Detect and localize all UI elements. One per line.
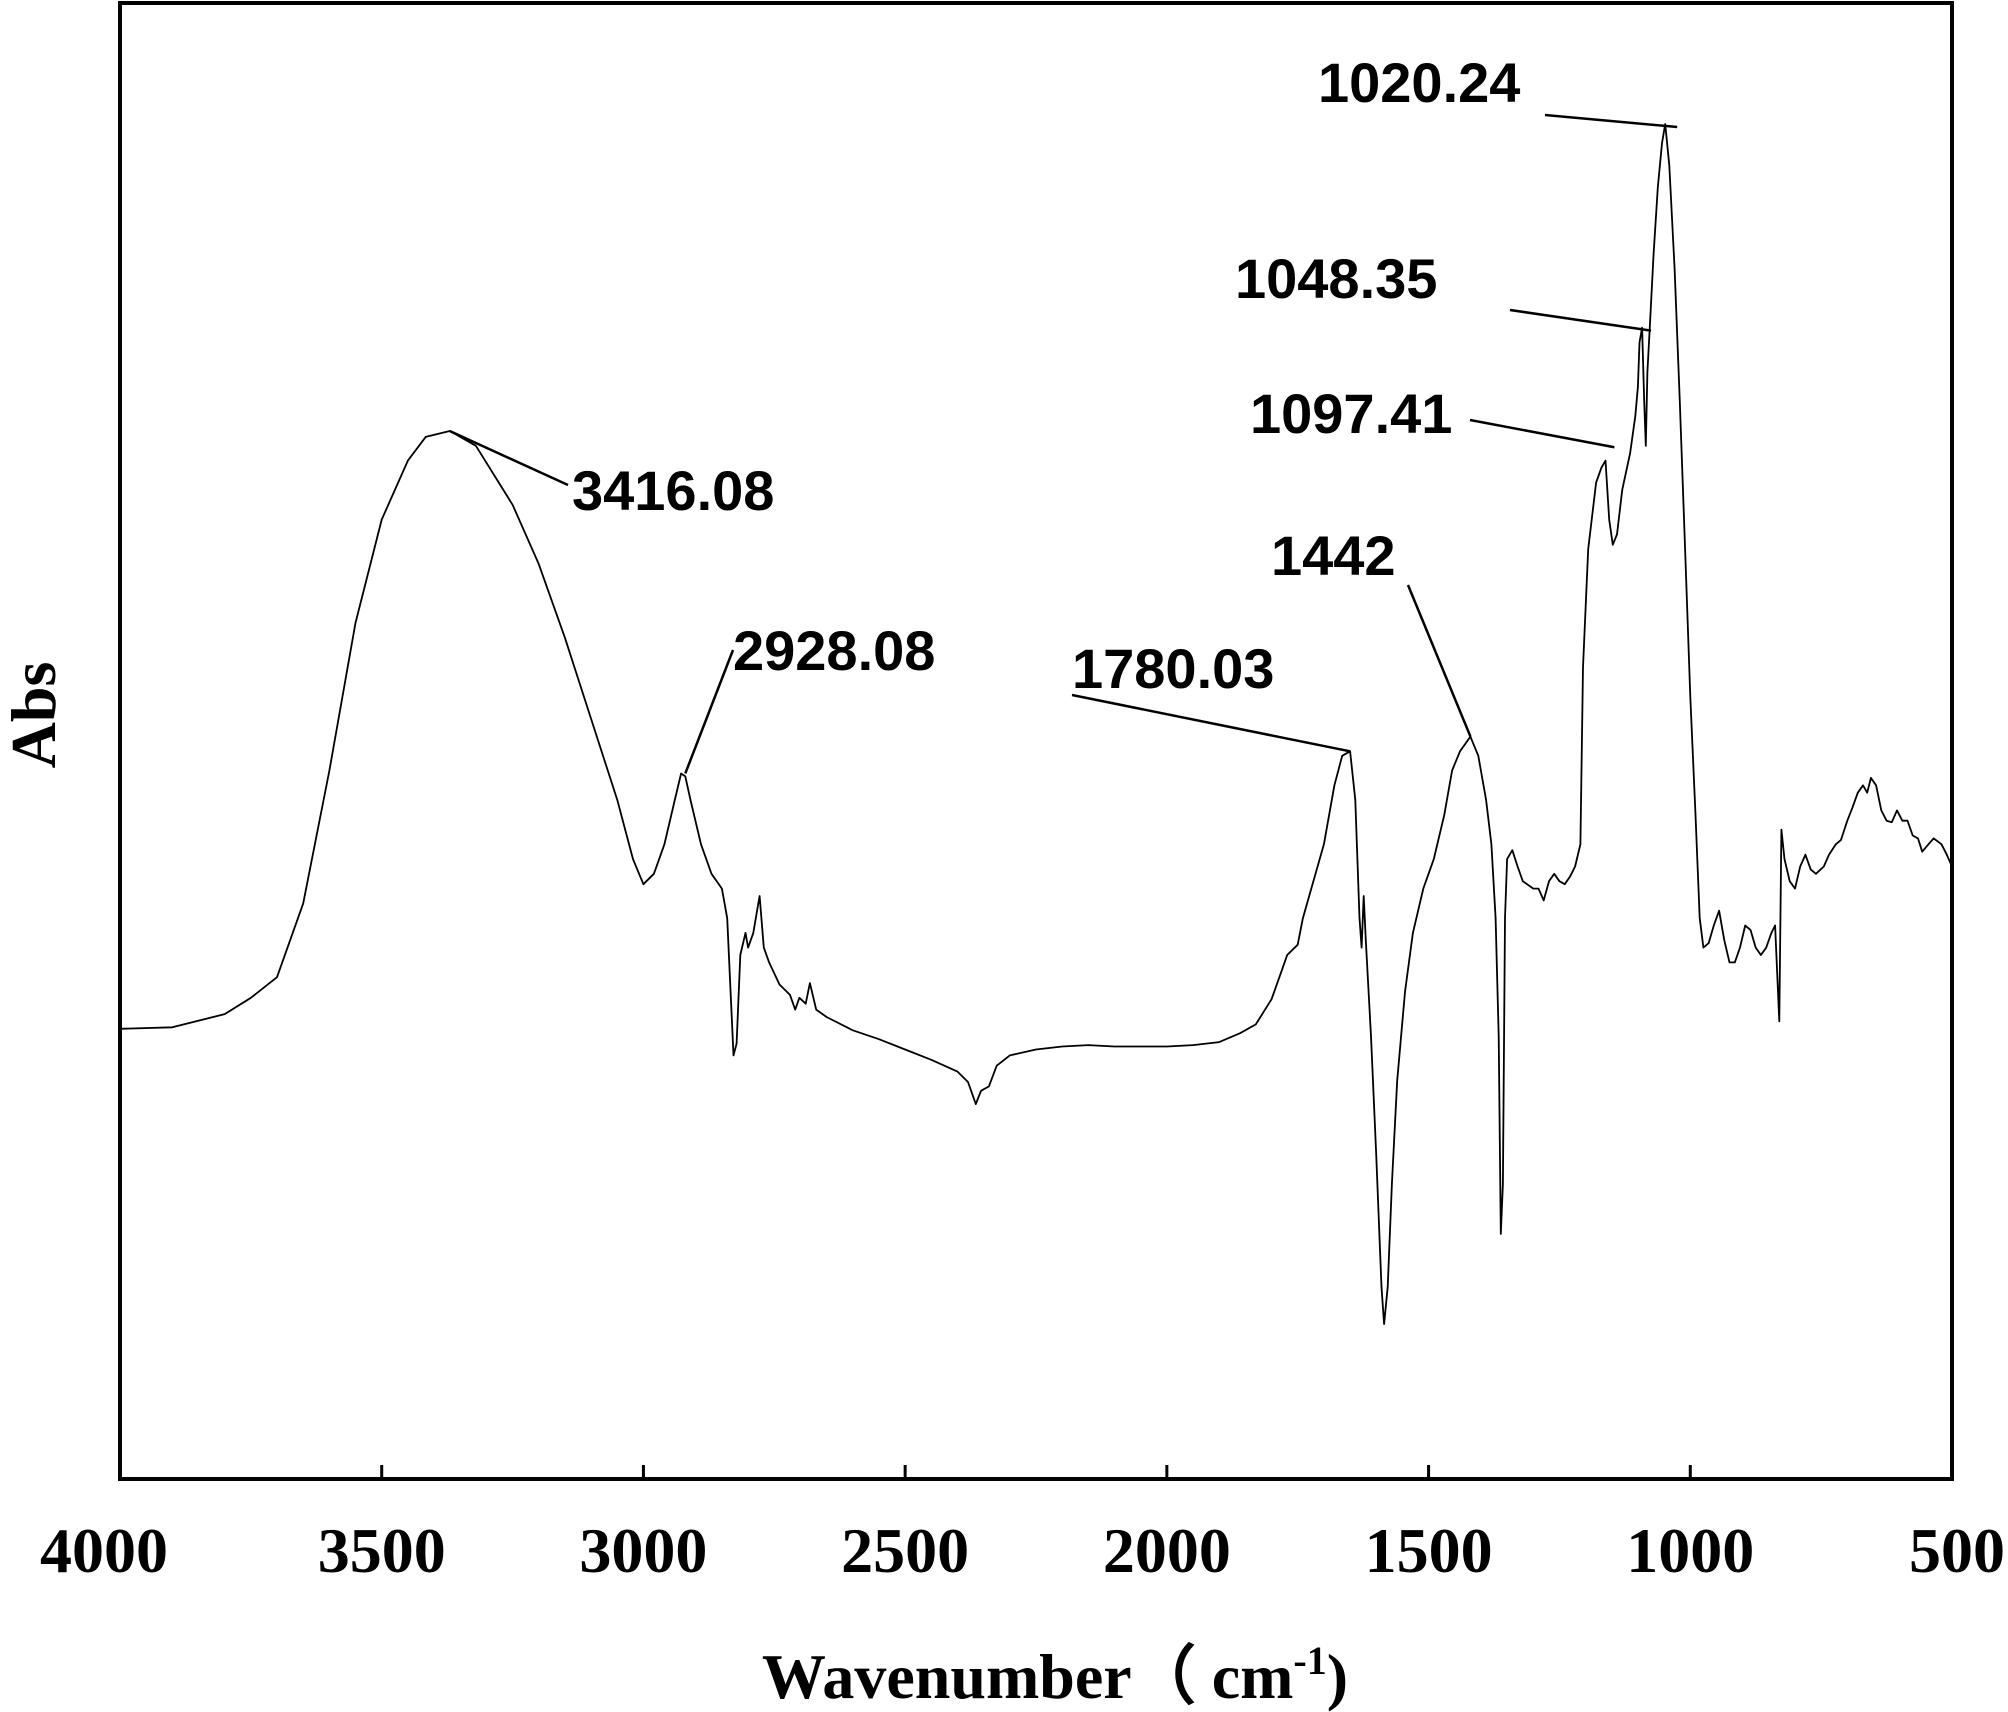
x-tick-label: 1000 [1626, 1515, 1754, 1586]
plot-frame [118, 1, 1954, 1481]
annotation-label: 3416.08 [572, 459, 774, 522]
annotation-leader [1544, 113, 1678, 129]
annotation-label: 1442 [1271, 524, 1396, 587]
x-tick-label: 1500 [1365, 1515, 1493, 1586]
annotation-label: 1020.24 [1318, 51, 1520, 114]
x-tick-label: 4000 [40, 1515, 168, 1586]
x-tick-label: 500 [1909, 1515, 2005, 1586]
annotation-label: 1048.35 [1235, 247, 1437, 310]
annotation-leader [449, 429, 569, 487]
annotation-label: 1097.41 [1250, 382, 1452, 445]
x-tick-label: 2000 [1103, 1515, 1231, 1586]
x-axis-ticks [118, 1465, 1954, 1479]
annotation-leader [1071, 693, 1351, 753]
x-axis-title-superscript: -1 [1293, 1638, 1326, 1683]
annotation-leader [1406, 584, 1472, 738]
x-axis-title-close: ) [1327, 1641, 1348, 1712]
annotation-label: 1780.03 [1072, 637, 1274, 700]
annotation-label: 2928.08 [733, 619, 935, 682]
x-tick-label: 3000 [579, 1515, 707, 1586]
annotation-leader [684, 649, 735, 774]
x-axis-title: Wavenumber（ cm-1) [762, 1638, 1348, 1712]
x-tick-label: 3500 [318, 1515, 446, 1586]
spectrum-line [119, 123, 1953, 1325]
y-axis-title: Abs [0, 662, 69, 769]
annotation-leader [1509, 308, 1652, 332]
peak-annotations: 3416.08 2928.08 1780.03 1442 1097.41 1048.35 1… [449, 51, 1678, 774]
x-axis-title-main: Wavenumber（ cm [762, 1641, 1294, 1712]
x-tick-label: 2500 [841, 1515, 969, 1586]
annotation-leader [1469, 418, 1615, 449]
x-axis-tick-labels: 4000 3500 3000 2500 2000 1500 1000 500 [40, 1515, 2005, 1586]
